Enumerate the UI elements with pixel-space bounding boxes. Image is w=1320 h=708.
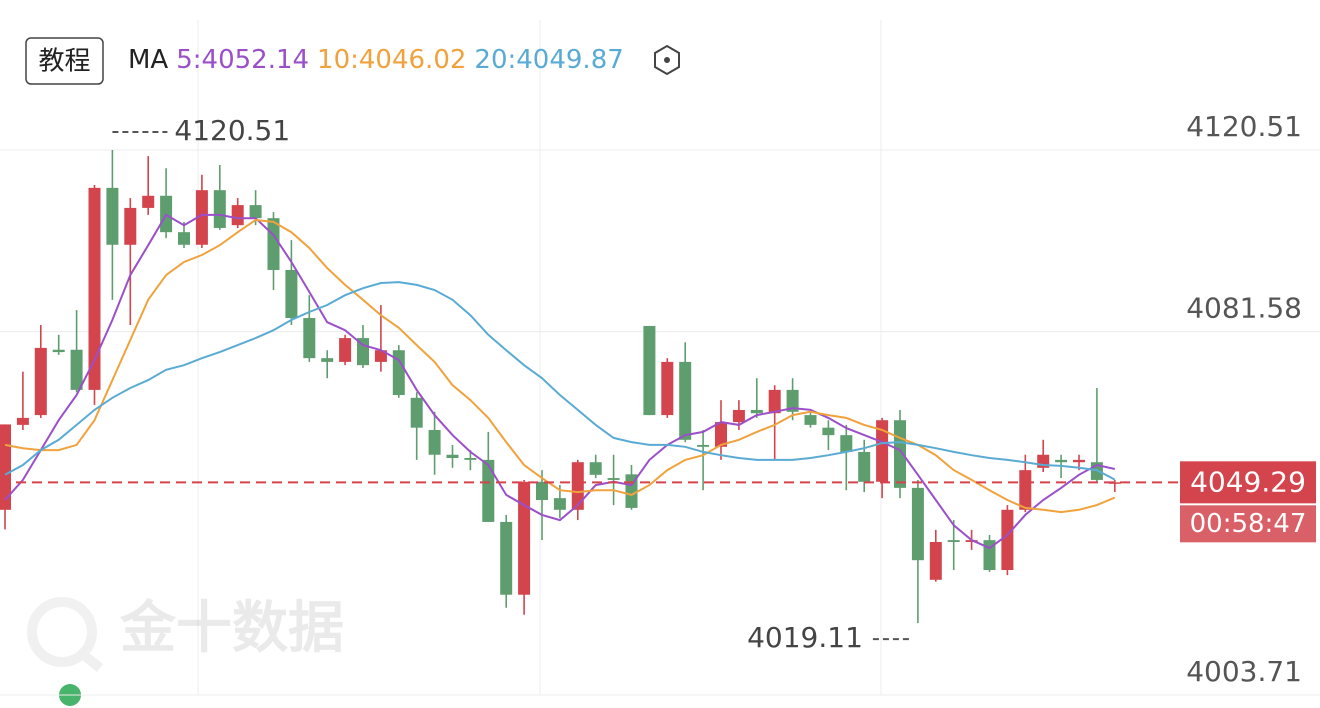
candle-body <box>339 338 352 362</box>
ma-label: MA <box>128 45 168 75</box>
candle-body <box>392 350 405 396</box>
candle-body <box>357 338 369 366</box>
candle-body <box>732 409 745 423</box>
candle-body <box>249 205 262 219</box>
candle-body <box>768 389 781 414</box>
ma-line <box>4 213 1116 550</box>
candle-body <box>536 481 548 501</box>
price-tag <box>1180 461 1316 504</box>
y-tick-label: 4003.71 <box>1186 655 1302 688</box>
legend-entry: 5:4052.14 <box>176 45 309 75</box>
candle-body <box>589 462 602 475</box>
candle-body <box>303 318 316 359</box>
candle-body <box>464 458 477 460</box>
ma-line <box>4 218 1116 514</box>
candle-body <box>231 205 244 226</box>
candle-body <box>1055 459 1068 463</box>
candle-body <box>1019 470 1032 510</box>
candle-body <box>840 435 853 452</box>
candle-body <box>715 422 727 447</box>
candle-body <box>213 190 226 228</box>
candle-body <box>195 190 208 245</box>
watermark: 金十数据 <box>119 596 344 661</box>
candle-body <box>16 417 29 425</box>
countdown-label: 00:58:47 <box>1190 509 1307 539</box>
candle-body <box>70 349 83 390</box>
y-tick-label: 4081.58 <box>1186 292 1302 325</box>
candle-body <box>804 415 817 425</box>
candle-body <box>500 521 513 595</box>
candle-body <box>553 498 566 510</box>
legend-entry: 20:4049.87 <box>474 45 623 75</box>
tutorial-button[interactable] <box>25 37 104 85</box>
candle-body <box>428 430 441 455</box>
candle-body <box>929 541 942 580</box>
candle-body <box>607 478 620 480</box>
candle-body <box>822 427 835 436</box>
settings-icon[interactable] <box>654 44 680 76</box>
y-tick-label: 4120.51 <box>1186 110 1302 143</box>
candle-body <box>321 358 334 362</box>
candle-body <box>106 187 119 245</box>
candle-body <box>52 349 65 353</box>
candle-body <box>1108 482 1121 484</box>
candle-body <box>446 454 459 459</box>
low-label: 4019.11 <box>747 621 863 654</box>
candle-body <box>894 420 906 488</box>
legend-entry: 10:4046.02 <box>317 45 466 75</box>
countdown-tag <box>1180 505 1316 543</box>
candle-body <box>1073 459 1085 463</box>
ma-line <box>4 281 1116 481</box>
tutorial-button-label[interactable]: 教程 <box>38 47 90 77</box>
candle-body <box>858 451 871 482</box>
candle-body <box>285 269 298 319</box>
candle-body <box>482 459 495 522</box>
candle-body <box>947 540 960 542</box>
candle-body <box>571 462 584 510</box>
candle-body <box>661 361 674 416</box>
candle-body <box>267 218 280 270</box>
price-tag-label: 4049.29 <box>1190 465 1306 498</box>
candle-body <box>374 350 387 362</box>
candle-body <box>1001 509 1014 570</box>
candle-body <box>34 347 47 416</box>
candle-body <box>911 487 924 561</box>
candle-body <box>876 420 889 482</box>
candle-body <box>518 481 531 595</box>
candle-body <box>643 325 656 416</box>
watermark-logo <box>27 597 104 672</box>
candle-body <box>697 444 710 447</box>
candle-body <box>679 361 692 440</box>
high-label: 4120.51 <box>174 114 290 147</box>
candle-body <box>750 409 763 414</box>
candle-body <box>142 195 155 208</box>
legend: MA 5:4052.14 10:4046.02 20:4049.87 <box>128 45 624 75</box>
candle-body <box>0 424 11 510</box>
candle-body <box>786 389 799 412</box>
candle-body <box>410 397 423 428</box>
candle-body <box>88 187 101 390</box>
candle-body <box>124 207 137 245</box>
candle-body <box>178 232 190 245</box>
